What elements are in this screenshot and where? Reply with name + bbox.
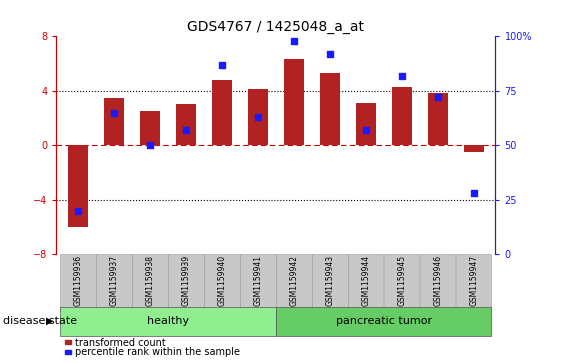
FancyBboxPatch shape — [60, 254, 96, 307]
Text: percentile rank within the sample: percentile rank within the sample — [75, 347, 240, 357]
FancyBboxPatch shape — [456, 254, 491, 307]
Text: GSM1159941: GSM1159941 — [253, 255, 262, 306]
FancyBboxPatch shape — [384, 254, 419, 307]
FancyBboxPatch shape — [276, 307, 491, 336]
Bar — [284, 60, 304, 145]
Point — [253, 114, 262, 120]
Text: GSM1159938: GSM1159938 — [145, 255, 154, 306]
Text: GSM1159947: GSM1159947 — [470, 255, 479, 306]
Point — [181, 127, 190, 133]
FancyBboxPatch shape — [276, 254, 311, 307]
Point — [397, 73, 406, 78]
Text: GSM1159939: GSM1159939 — [181, 255, 190, 306]
FancyBboxPatch shape — [168, 254, 203, 307]
Bar — [65, 350, 71, 354]
Bar — [68, 145, 88, 227]
Point — [109, 110, 118, 115]
FancyBboxPatch shape — [420, 254, 455, 307]
Point — [289, 38, 298, 44]
Bar — [464, 145, 484, 152]
FancyBboxPatch shape — [204, 254, 239, 307]
Point — [217, 62, 226, 68]
Bar — [248, 89, 268, 145]
Text: pancreatic tumor: pancreatic tumor — [336, 316, 432, 326]
Bar — [65, 340, 71, 344]
Bar — [428, 93, 448, 145]
Point — [325, 51, 334, 57]
Text: GSM1159943: GSM1159943 — [325, 255, 334, 306]
Bar — [212, 80, 232, 145]
Bar — [140, 111, 160, 145]
Bar — [320, 73, 339, 145]
Point — [434, 94, 443, 100]
FancyBboxPatch shape — [348, 254, 383, 307]
Bar — [176, 104, 196, 145]
FancyBboxPatch shape — [312, 254, 347, 307]
Point — [145, 142, 154, 148]
Text: GSM1159944: GSM1159944 — [361, 255, 370, 306]
FancyBboxPatch shape — [96, 254, 132, 307]
Bar — [356, 103, 376, 145]
Text: disease state: disease state — [3, 316, 77, 326]
Text: ▶: ▶ — [46, 316, 53, 326]
Text: GSM1159940: GSM1159940 — [217, 255, 226, 306]
Bar — [392, 87, 412, 145]
Text: GSM1159946: GSM1159946 — [434, 255, 443, 306]
FancyBboxPatch shape — [240, 254, 275, 307]
Text: GSM1159936: GSM1159936 — [73, 255, 82, 306]
FancyBboxPatch shape — [132, 254, 168, 307]
Text: transformed count: transformed count — [75, 338, 166, 348]
Point — [470, 190, 479, 196]
Text: GSM1159945: GSM1159945 — [397, 255, 406, 306]
Point — [73, 208, 82, 213]
Text: healthy: healthy — [147, 316, 189, 326]
Bar — [104, 98, 124, 145]
Text: GSM1159937: GSM1159937 — [109, 255, 118, 306]
Title: GDS4767 / 1425048_a_at: GDS4767 / 1425048_a_at — [187, 20, 364, 34]
Text: GSM1159942: GSM1159942 — [289, 255, 298, 306]
Point — [361, 127, 370, 133]
FancyBboxPatch shape — [60, 307, 275, 336]
